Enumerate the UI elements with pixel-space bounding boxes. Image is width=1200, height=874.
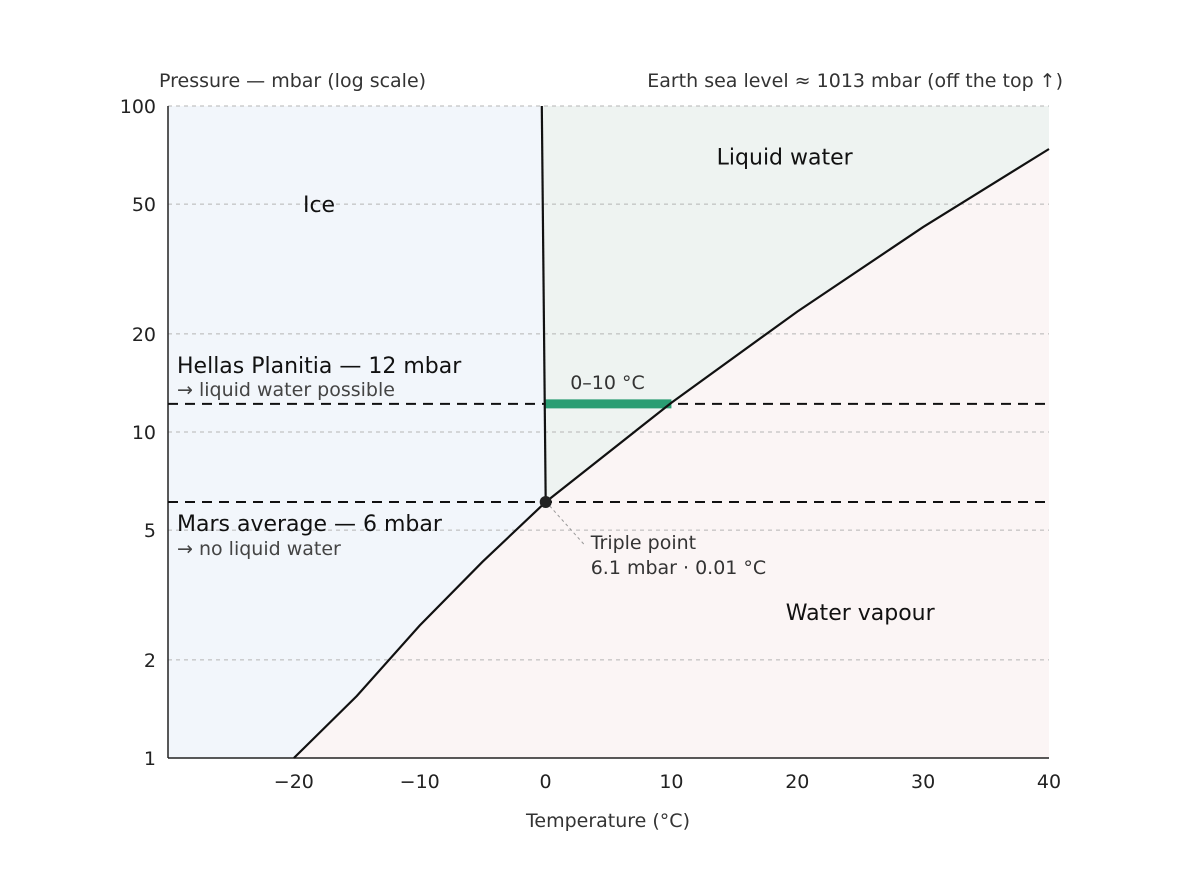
earth-sea-level-note: Earth sea level ≈ 1013 mbar (off the top… (647, 70, 1063, 92)
y-tick-label: 50 (132, 194, 156, 216)
y-tick-label: 10 (132, 422, 156, 444)
boiling-curve (545, 148, 1050, 503)
melting-curve (540, 105, 547, 503)
liquid-range-label: 0–10 °C (570, 372, 645, 394)
x-tick-label: 40 (1037, 771, 1061, 793)
triple-point-marker (539, 495, 552, 508)
region-label-ice: Ice (303, 193, 335, 218)
y-tick-label: 20 (132, 324, 156, 346)
x-axis-title: Temperature (°C) (525, 810, 690, 832)
region-label-liquid-water: Liquid water (717, 145, 854, 170)
x-tick-labels: −20 −10 0 10 20 30 40 (274, 771, 1061, 793)
y-tick-labels: 1 2 5 10 20 50 100 (120, 96, 156, 770)
y-tick-label: 100 (120, 96, 156, 118)
reference-lines: Hellas Planitia — 12 mbar→ liquid water … (168, 354, 1049, 560)
triple-point-leader (549, 505, 585, 545)
x-tick-label: −10 (400, 771, 440, 793)
reference-sublabel: → liquid water possible (177, 379, 395, 401)
reference-label: Hellas Planitia — 12 mbar (177, 354, 462, 379)
x-tick-label: 0 (540, 771, 552, 793)
sublimation-curve (293, 501, 547, 759)
y-axis-title: Pressure — mbar (log scale) (159, 70, 426, 92)
region-label-water-vapour: Water vapour (786, 601, 936, 626)
region-water-vapour (293, 149, 1049, 758)
x-tick-label: 30 (911, 771, 935, 793)
triple-point-label: Triple point (590, 532, 696, 554)
triple-point-values: 6.1 mbar · 0.01 °C (591, 557, 767, 579)
reference-sublabel: → no liquid water (177, 538, 341, 560)
x-tick-label: 10 (659, 771, 683, 793)
y-tick-label: 2 (144, 650, 156, 672)
y-tick-label: 5 (144, 520, 156, 542)
region-ice (168, 106, 546, 758)
reference-label: Mars average — 6 mbar (177, 512, 443, 537)
x-tick-label: 20 (785, 771, 809, 793)
x-tick-label: −20 (274, 771, 314, 793)
y-tick-label: 1 (144, 748, 156, 770)
